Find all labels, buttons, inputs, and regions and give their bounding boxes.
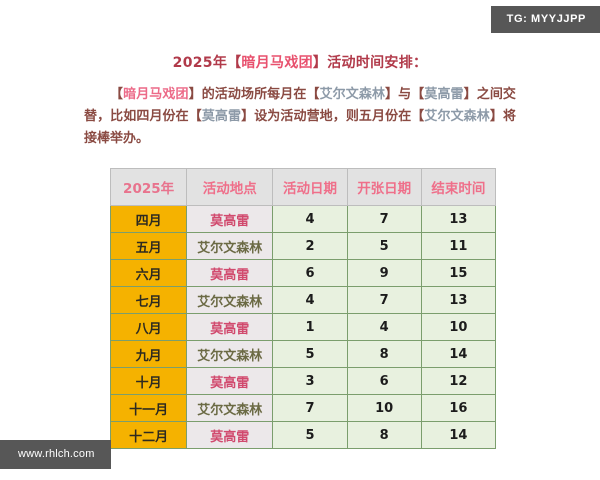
- page-title: 2025年【暗月马戏团】活动时间安排：: [0, 52, 600, 72]
- cell-end-date: 13: [420, 286, 497, 314]
- cell-open-date: 5: [346, 232, 422, 260]
- cell-month: 五月: [109, 232, 188, 260]
- para-seg-3: 】的活动场所每月在【: [188, 87, 320, 102]
- para-location-elwynn-2: 艾尔文森林: [424, 109, 490, 124]
- cell-activity-date: 2: [272, 232, 348, 260]
- cell-open-date: 6: [346, 367, 422, 395]
- cell-end-date: 14: [420, 421, 497, 449]
- cell-month: 八月: [109, 313, 188, 341]
- column-header-activity-date: 活动日期: [272, 168, 348, 206]
- cell-open-date: 8: [346, 340, 422, 368]
- cell-month: 四月: [109, 205, 188, 233]
- para-location-mulgore-2: 莫高雷: [201, 109, 242, 124]
- cell-end-date: 15: [420, 259, 497, 287]
- cell-location: 莫高雷: [186, 259, 274, 287]
- cell-activity-date: 4: [272, 205, 348, 233]
- para-event-name: 暗月马戏团: [123, 87, 189, 102]
- schedule-table-container: 2025年 活动地点 活动日期 开张日期 结束时间 四月 莫高雷 4 7 13 五月 艾尔文…: [109, 168, 497, 449]
- column-header-end-date: 结束时间: [420, 168, 497, 206]
- schedule-table: 2025年 活动地点 活动日期 开张日期 结束时间 四月 莫高雷 4 7 13 五月 艾尔文…: [109, 168, 497, 449]
- column-header-location: 活动地点: [186, 168, 274, 206]
- para-location-mulgore-1: 莫高雷: [424, 87, 464, 102]
- page-title-prefix: 2025年【: [172, 55, 242, 71]
- table-row: 四月 莫高雷 4 7 13: [109, 205, 497, 233]
- cell-open-date: 10: [346, 394, 422, 422]
- para-location-elwynn-1: 艾尔文森林: [319, 87, 386, 102]
- cell-activity-date: 5: [272, 340, 348, 368]
- cell-activity-date: 6: [272, 259, 348, 287]
- cell-month: 十月: [109, 367, 188, 395]
- cell-location: 艾尔文森林: [186, 394, 274, 422]
- tg-channel-label: TG: MYYJJPP: [506, 13, 586, 25]
- table-header-row: 2025年 活动地点 活动日期 开张日期 结束时间: [109, 168, 497, 206]
- page-title-highlight: 暗月马戏团: [241, 55, 313, 71]
- para-seg-11: 】将接棒举办。: [84, 109, 516, 146]
- cell-open-date: 9: [346, 259, 422, 287]
- cell-activity-date: 1: [272, 313, 348, 341]
- table-row: 九月 艾尔文森林 5 8 14: [109, 340, 497, 368]
- tg-channel-badge: TG: MYYJJPP: [490, 6, 600, 33]
- cell-open-date: 7: [346, 205, 422, 233]
- cell-month: 十一月: [109, 394, 188, 422]
- table-row: 六月 莫高雷 6 9 15: [109, 259, 497, 287]
- schedule-table-body: 四月 莫高雷 4 7 13 五月 艾尔文森林 2 5 11 六月 莫高雷 6 9 15 七月 艾尔文森林 4 7 13…: [109, 205, 497, 449]
- cell-location: 莫高雷: [186, 205, 274, 233]
- cell-location: 艾尔文森林: [186, 340, 274, 368]
- cell-location: 莫高雷: [186, 421, 274, 449]
- table-row: 七月 艾尔文森林 4 7 13: [109, 286, 497, 314]
- cell-month: 七月: [109, 286, 188, 314]
- cell-end-date: 12: [420, 367, 497, 395]
- article-body: 2025年【暗月马戏团】活动时间安排： 【暗月马戏团】的活动场所每月在【艾尔文森…: [0, 52, 600, 150]
- column-header-year: 2025年: [109, 168, 188, 206]
- table-row: 十月 莫高雷 3 6 12: [109, 367, 497, 395]
- cell-month: 十二月: [109, 421, 188, 449]
- cell-location: 艾尔文森林: [186, 232, 274, 260]
- cell-activity-date: 5: [272, 421, 348, 449]
- site-watermark-label: www.rhlch.com: [18, 448, 95, 460]
- cell-month: 六月: [109, 259, 188, 287]
- column-header-open-date: 开张日期: [346, 168, 422, 206]
- cell-open-date: 8: [346, 421, 422, 449]
- table-row: 五月 艾尔文森林 2 5 11: [109, 232, 497, 260]
- cell-end-date: 10: [420, 313, 497, 341]
- para-seg-5: 】与【: [385, 87, 425, 102]
- cell-activity-date: 7: [272, 394, 348, 422]
- table-row: 十二月 莫高雷 5 8 14: [109, 421, 497, 449]
- cell-end-date: 14: [420, 340, 497, 368]
- cell-end-date: 11: [420, 232, 497, 260]
- cell-end-date: 13: [420, 205, 497, 233]
- schedule-table-head: 2025年 活动地点 活动日期 开张日期 结束时间: [109, 168, 497, 206]
- para-seg-9: 】设为活动营地，则五月份在【: [241, 109, 425, 124]
- cell-activity-date: 3: [272, 367, 348, 395]
- cell-month: 九月: [109, 340, 188, 368]
- page-title-suffix: 】活动时间安排：: [312, 55, 428, 71]
- cell-end-date: 16: [420, 394, 497, 422]
- intro-paragraph: 【暗月马戏团】的活动场所每月在【艾尔文森林】与【莫高雷】之间交替，比如四月份在【…: [84, 84, 516, 150]
- para-seg-7: 】之间交替，比如四月份在【: [84, 87, 516, 124]
- cell-location: 莫高雷: [186, 313, 274, 341]
- cell-activity-date: 4: [272, 286, 348, 314]
- cell-location: 艾尔文森林: [186, 286, 274, 314]
- cell-open-date: 4: [346, 313, 422, 341]
- table-row: 十一月 艾尔文森林 7 10 16: [109, 394, 497, 422]
- table-row: 八月 莫高雷 1 4 10: [109, 313, 497, 341]
- cell-location: 莫高雷: [186, 367, 274, 395]
- para-seg-1: 【: [110, 87, 124, 102]
- site-watermark: www.rhlch.com: [0, 440, 111, 469]
- cell-open-date: 7: [346, 286, 422, 314]
